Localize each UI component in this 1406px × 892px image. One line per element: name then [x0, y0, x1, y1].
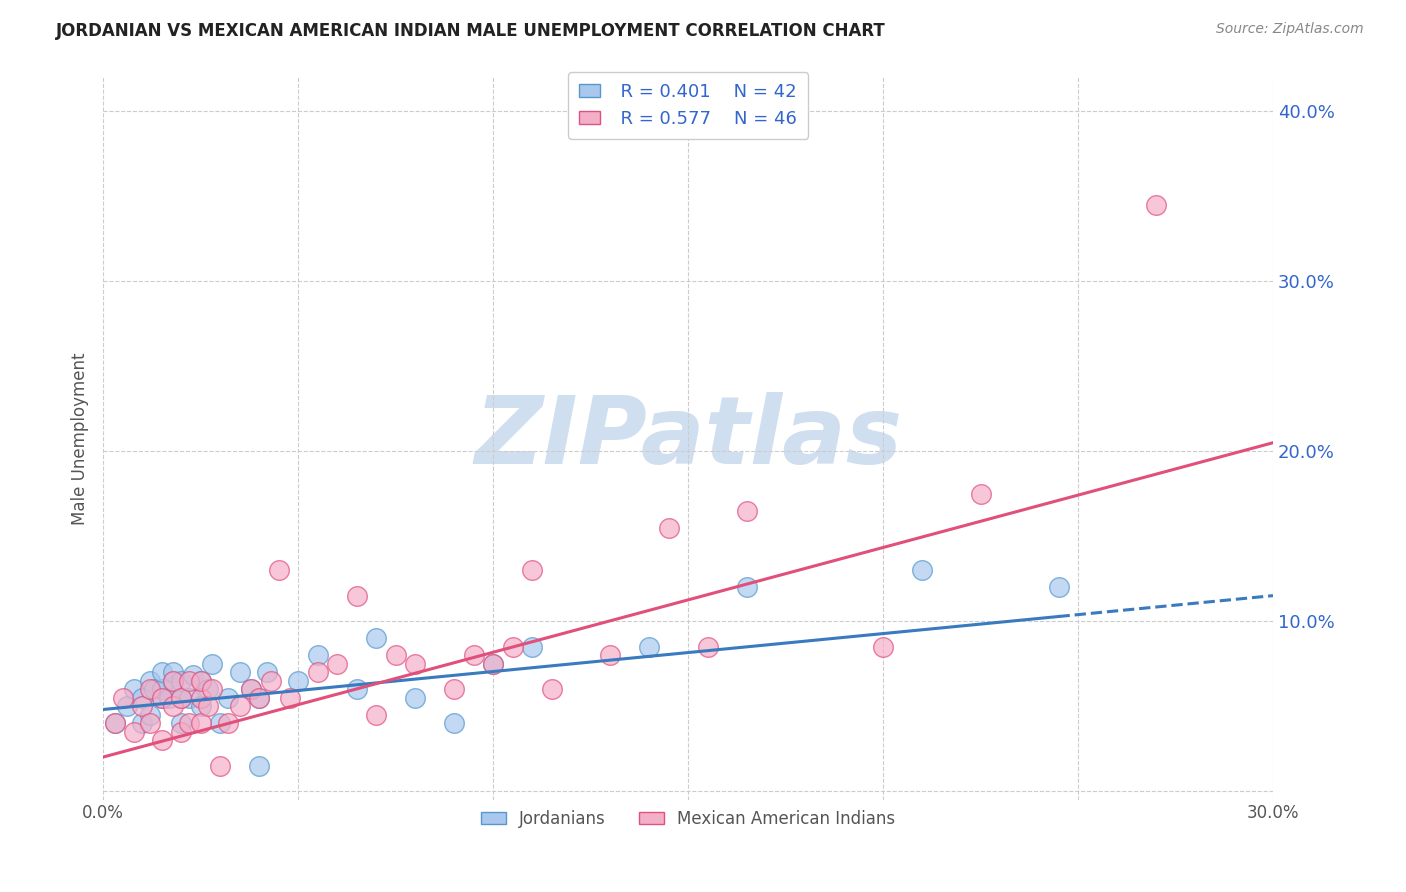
Point	[326, 657, 349, 671]
Point	[346, 589, 368, 603]
Point	[181, 668, 204, 682]
Point	[247, 690, 270, 705]
Point	[209, 716, 232, 731]
Point	[170, 690, 193, 705]
Point	[115, 699, 138, 714]
Point	[443, 716, 465, 731]
Point	[443, 682, 465, 697]
Point	[190, 699, 212, 714]
Point	[170, 673, 193, 688]
Point	[278, 690, 301, 705]
Point	[170, 690, 193, 705]
Text: ZIPatlas: ZIPatlas	[474, 392, 903, 484]
Point	[139, 707, 162, 722]
Point	[404, 657, 426, 671]
Point	[240, 682, 263, 697]
Point	[177, 673, 200, 688]
Point	[260, 673, 283, 688]
Point	[170, 716, 193, 731]
Point	[502, 640, 524, 654]
Point	[217, 716, 239, 731]
Point	[104, 716, 127, 731]
Point	[190, 716, 212, 731]
Point	[520, 563, 543, 577]
Point	[247, 690, 270, 705]
Point	[364, 631, 387, 645]
Point	[124, 682, 146, 697]
Point	[150, 665, 173, 679]
Point	[217, 690, 239, 705]
Legend: Jordanians, Mexican American Indians: Jordanians, Mexican American Indians	[474, 803, 903, 835]
Point	[267, 563, 290, 577]
Point	[150, 690, 173, 705]
Point	[201, 657, 224, 671]
Point	[228, 699, 250, 714]
Point	[307, 648, 329, 662]
Point	[735, 504, 758, 518]
Point	[247, 758, 270, 772]
Text: Source: ZipAtlas.com: Source: ZipAtlas.com	[1216, 22, 1364, 37]
Point	[177, 716, 200, 731]
Point	[307, 665, 329, 679]
Point	[482, 657, 505, 671]
Point	[150, 682, 173, 697]
Point	[201, 682, 224, 697]
Point	[872, 640, 894, 654]
Point	[111, 690, 134, 705]
Point	[911, 563, 934, 577]
Point	[638, 640, 661, 654]
Point	[384, 648, 406, 662]
Point	[287, 673, 309, 688]
Point	[131, 699, 153, 714]
Point	[142, 682, 165, 697]
Point	[139, 716, 162, 731]
Point	[131, 690, 153, 705]
Point	[150, 733, 173, 747]
Point	[1047, 580, 1070, 594]
Point	[1144, 198, 1167, 212]
Point	[482, 657, 505, 671]
Point	[139, 682, 162, 697]
Point	[228, 665, 250, 679]
Point	[696, 640, 718, 654]
Point	[139, 673, 162, 688]
Point	[190, 673, 212, 688]
Point	[599, 648, 621, 662]
Point	[190, 673, 212, 688]
Point	[162, 699, 184, 714]
Point	[190, 690, 212, 705]
Point	[150, 690, 173, 705]
Point	[256, 665, 278, 679]
Point	[520, 640, 543, 654]
Point	[658, 521, 681, 535]
Point	[177, 690, 200, 705]
Point	[157, 690, 180, 705]
Point	[162, 665, 184, 679]
Point	[969, 486, 991, 500]
Point	[240, 682, 263, 697]
Point	[131, 716, 153, 731]
Point	[540, 682, 562, 697]
Point	[197, 699, 219, 714]
Point	[170, 724, 193, 739]
Point	[104, 716, 127, 731]
Point	[162, 673, 184, 688]
Point	[162, 673, 184, 688]
Point	[209, 758, 232, 772]
Point	[346, 682, 368, 697]
Point	[463, 648, 485, 662]
Text: JORDANIAN VS MEXICAN AMERICAN INDIAN MALE UNEMPLOYMENT CORRELATION CHART: JORDANIAN VS MEXICAN AMERICAN INDIAN MAL…	[56, 22, 886, 40]
Y-axis label: Male Unemployment: Male Unemployment	[72, 352, 89, 524]
Point	[124, 724, 146, 739]
Point	[404, 690, 426, 705]
Point	[197, 682, 219, 697]
Point	[364, 707, 387, 722]
Point	[735, 580, 758, 594]
